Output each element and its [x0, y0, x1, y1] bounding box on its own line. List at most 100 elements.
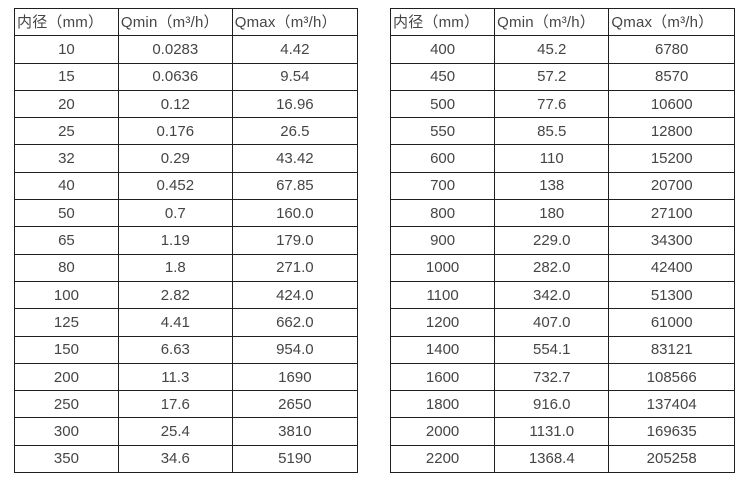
table-row: 1100 342.0 51300	[389, 280, 735, 310]
table-cell: 1000	[389, 253, 496, 282]
table-row: 10 0.0283 4.42	[14, 35, 359, 64]
table-row: 700 138 20700	[389, 171, 735, 201]
table-cell: 0.12	[117, 89, 233, 119]
table-row: 600 110 15200	[389, 144, 735, 173]
table-cell: 61000	[608, 308, 735, 337]
table-cell: 2000	[389, 417, 496, 446]
table-cell: 400	[389, 35, 496, 64]
table-cell: 1368.4	[494, 444, 610, 474]
header-row: 内径（mm） Qmin（m³/h） Qmax（m³/h）	[389, 7, 735, 37]
table-row: 25 0.176 26.5	[14, 117, 359, 146]
table-cell: 51300	[608, 280, 735, 310]
table-cell: 26.5	[231, 117, 359, 146]
table-cell: 0.7	[117, 199, 233, 228]
table-cell: 0.176	[117, 117, 233, 146]
table-cell: 424.0	[231, 280, 359, 310]
table-row: 1400 554.1 83121	[389, 335, 735, 364]
table-row: 450 57.2 8570	[389, 62, 735, 91]
table-cell: 8570	[608, 62, 735, 91]
table-cell: 85.5	[494, 117, 610, 146]
table-cell: 80	[14, 253, 119, 282]
table-cell: 110	[494, 144, 610, 173]
table-cell: 5190	[231, 444, 359, 474]
table-cell: 350	[14, 444, 119, 474]
table-cell: 65	[14, 226, 119, 255]
table-row: 20 0.12 16.96	[14, 89, 359, 119]
table-cell: 16.96	[231, 89, 359, 119]
table-cell: 160.0	[231, 199, 359, 228]
table-cell: 342.0	[494, 280, 610, 310]
table-row: 1600 732.7 108566	[389, 362, 735, 392]
table-cell: 180	[494, 199, 610, 228]
table-cell: 34300	[608, 226, 735, 255]
table-row: 2200 1368.4 205258	[389, 444, 735, 474]
table-cell: 205258	[608, 444, 735, 474]
table-cell: 40	[14, 171, 119, 201]
table-cell: 300	[14, 417, 119, 446]
table-row: 500 77.6 10600	[389, 89, 735, 119]
table-cell: 4.42	[231, 35, 359, 64]
table-cell: 15	[14, 62, 119, 91]
table-cell: 15200	[608, 144, 735, 173]
table-row: 550 85.5 12800	[389, 117, 735, 146]
table-row: 350 34.6 5190	[14, 444, 359, 474]
table-cell: 1200	[389, 308, 496, 337]
table-cell: 17.6	[117, 390, 233, 419]
table-cell: 27100	[608, 199, 735, 228]
table-cell: 6780	[608, 35, 735, 64]
table-cell: 20	[14, 89, 119, 119]
table-row: 1800 916.0 137404	[389, 390, 735, 419]
table-cell: 550	[389, 117, 496, 146]
column-header: Qmin（m³/h）	[117, 7, 233, 37]
table-cell: 25.4	[117, 417, 233, 446]
table-cell: 0.0636	[117, 62, 233, 91]
table-cell: 1800	[389, 390, 496, 419]
table-cell: 1690	[231, 362, 359, 392]
table-cell: 1400	[389, 335, 496, 364]
table-cell: 6.63	[117, 335, 233, 364]
table-cell: 9.54	[231, 62, 359, 91]
table-cell: 271.0	[231, 253, 359, 282]
column-header: Qmin（m³/h）	[494, 7, 610, 37]
table-cell: 108566	[608, 362, 735, 392]
table-cell: 150	[14, 335, 119, 364]
table-cell: 1131.0	[494, 417, 610, 446]
table-cell: 900	[389, 226, 496, 255]
table-cell: 169635	[608, 417, 735, 446]
table-row: 15 0.0636 9.54	[14, 62, 359, 91]
table-cell: 0.452	[117, 171, 233, 201]
table-row: 100 2.82 424.0	[14, 280, 359, 310]
table-row: 1200 407.0 61000	[389, 308, 735, 337]
table-cell: 2650	[231, 390, 359, 419]
table-cell: 42400	[608, 253, 735, 282]
table-row: 400 45.2 6780	[389, 35, 735, 64]
table-cell: 12800	[608, 117, 735, 146]
table-cell: 67.85	[231, 171, 359, 201]
table-row: 900 229.0 34300	[389, 226, 735, 255]
table-row: 150 6.63 954.0	[14, 335, 359, 364]
table-cell: 34.6	[117, 444, 233, 474]
table-cell: 10	[14, 35, 119, 64]
column-header: 内径（mm）	[389, 7, 496, 37]
table-cell: 407.0	[494, 308, 610, 337]
table-row: 1000 282.0 42400	[389, 253, 735, 282]
column-header: Qmax（m³/h）	[231, 7, 359, 37]
table-row: 800 180 27100	[389, 199, 735, 228]
table-cell: 800	[389, 199, 496, 228]
table-cell: 179.0	[231, 226, 359, 255]
table-cell: 1.8	[117, 253, 233, 282]
table-row: 65 1.19 179.0	[14, 226, 359, 255]
table-cell: 2200	[389, 444, 496, 474]
table-row: 50 0.7 160.0	[14, 199, 359, 228]
column-header: Qmax（m³/h）	[608, 7, 735, 37]
table-cell: 137404	[608, 390, 735, 419]
table-row: 250 17.6 2650	[14, 390, 359, 419]
table-cell: 11.3	[117, 362, 233, 392]
table-cell: 450	[389, 62, 496, 91]
table-cell: 83121	[608, 335, 735, 364]
table-cell: 1100	[389, 280, 496, 310]
table-cell: 138	[494, 171, 610, 201]
table-cell: 554.1	[494, 335, 610, 364]
table-row: 125 4.41 662.0	[14, 308, 359, 337]
table-row: 80 1.8 271.0	[14, 253, 359, 282]
